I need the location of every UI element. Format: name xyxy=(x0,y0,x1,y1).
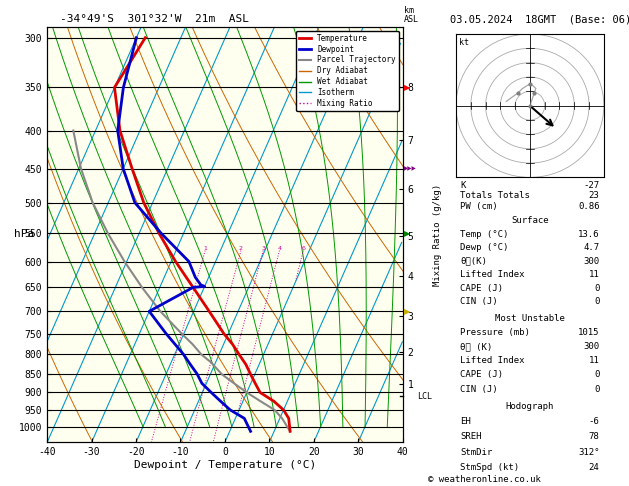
Text: θᴇ (K): θᴇ (K) xyxy=(460,342,493,351)
Text: -27: -27 xyxy=(583,181,599,190)
Text: 300: 300 xyxy=(583,342,599,351)
Text: 0: 0 xyxy=(594,284,599,293)
Text: 11: 11 xyxy=(589,356,599,365)
Text: 2: 2 xyxy=(239,245,243,251)
Text: -34°49'S  301°32'W  21m  ASL: -34°49'S 301°32'W 21m ASL xyxy=(60,14,248,24)
Text: 4: 4 xyxy=(277,245,281,251)
Text: SREH: SREH xyxy=(460,433,482,441)
Text: 24: 24 xyxy=(589,463,599,472)
Text: Lifted Index: Lifted Index xyxy=(460,356,525,365)
Text: 1015: 1015 xyxy=(578,328,599,337)
Text: Mixing Ratio (g/kg): Mixing Ratio (g/kg) xyxy=(433,183,442,286)
Text: CAPE (J): CAPE (J) xyxy=(460,370,503,380)
Text: ▶: ▶ xyxy=(404,307,410,316)
Text: 312°: 312° xyxy=(578,448,599,457)
Text: 0: 0 xyxy=(594,370,599,380)
Text: km
ASL: km ASL xyxy=(404,6,419,24)
Text: Pressure (mb): Pressure (mb) xyxy=(460,328,530,337)
Text: CAPE (J): CAPE (J) xyxy=(460,284,503,293)
Text: 6: 6 xyxy=(301,245,305,251)
Text: 300: 300 xyxy=(583,257,599,266)
Text: K: K xyxy=(460,181,466,190)
Text: 0.86: 0.86 xyxy=(578,202,599,210)
Text: Hodograph: Hodograph xyxy=(506,402,554,411)
Text: θᴇ(K): θᴇ(K) xyxy=(460,257,487,266)
Text: ▶: ▶ xyxy=(404,83,410,92)
Text: CIN (J): CIN (J) xyxy=(460,384,498,394)
Text: 1: 1 xyxy=(203,245,207,251)
Text: kt: kt xyxy=(459,38,469,47)
Text: 4.7: 4.7 xyxy=(583,243,599,252)
Text: © weatheronline.co.uk: © weatheronline.co.uk xyxy=(428,474,541,484)
Text: 23: 23 xyxy=(589,191,599,200)
Text: ▶▶▶: ▶▶▶ xyxy=(404,166,416,171)
Text: EH: EH xyxy=(460,417,471,426)
Text: -6: -6 xyxy=(589,417,599,426)
Text: Temp (°C): Temp (°C) xyxy=(460,230,509,239)
Text: 0: 0 xyxy=(594,384,599,394)
Text: 11: 11 xyxy=(589,270,599,279)
Text: Lifted Index: Lifted Index xyxy=(460,270,525,279)
Text: 3: 3 xyxy=(261,245,265,251)
Text: StmDir: StmDir xyxy=(460,448,493,457)
Text: Surface: Surface xyxy=(511,216,548,225)
Text: 0: 0 xyxy=(594,297,599,306)
Legend: Temperature, Dewpoint, Parcel Trajectory, Dry Adiabat, Wet Adiabat, Isotherm, Mi: Temperature, Dewpoint, Parcel Trajectory… xyxy=(296,31,399,111)
Text: ▶: ▶ xyxy=(404,229,410,238)
Text: 78: 78 xyxy=(589,433,599,441)
Text: CIN (J): CIN (J) xyxy=(460,297,498,306)
Text: hPa: hPa xyxy=(14,229,34,240)
Text: Totals Totals: Totals Totals xyxy=(460,191,530,200)
Text: StmSpd (kt): StmSpd (kt) xyxy=(460,463,520,472)
Text: 03.05.2024  18GMT  (Base: 06): 03.05.2024 18GMT (Base: 06) xyxy=(450,14,629,24)
Text: Most Unstable: Most Unstable xyxy=(495,313,565,323)
Text: 13.6: 13.6 xyxy=(578,230,599,239)
Text: LCL: LCL xyxy=(417,392,431,400)
Text: PW (cm): PW (cm) xyxy=(460,202,498,210)
Text: Dewp (°C): Dewp (°C) xyxy=(460,243,509,252)
X-axis label: Dewpoint / Temperature (°C): Dewpoint / Temperature (°C) xyxy=(134,460,316,470)
